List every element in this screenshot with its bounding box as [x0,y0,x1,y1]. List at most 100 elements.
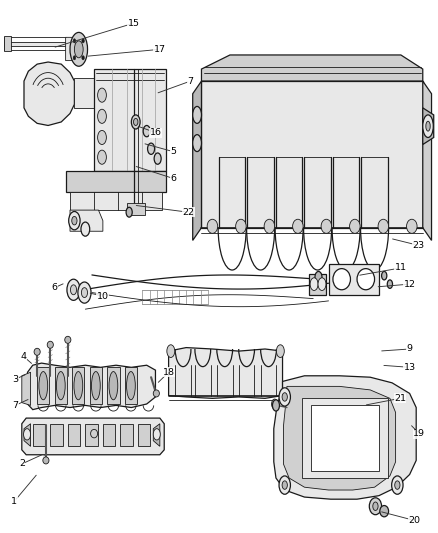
Polygon shape [201,55,423,81]
Ellipse shape [392,476,403,494]
Text: 13: 13 [403,363,416,372]
Ellipse shape [350,219,360,233]
Text: 20: 20 [408,516,420,525]
Ellipse shape [39,372,48,400]
Polygon shape [127,203,145,215]
Text: 1: 1 [11,497,18,506]
Polygon shape [302,398,388,478]
Polygon shape [4,42,66,46]
Ellipse shape [381,271,387,280]
Text: 2: 2 [19,459,25,469]
Polygon shape [90,367,102,404]
Polygon shape [70,210,103,231]
Polygon shape [24,62,74,125]
Ellipse shape [315,271,322,282]
Text: 23: 23 [412,241,424,250]
Ellipse shape [24,429,31,440]
Polygon shape [138,424,150,446]
Polygon shape [94,69,166,171]
Text: 5: 5 [170,147,176,156]
Polygon shape [309,273,326,295]
Ellipse shape [143,125,150,137]
Ellipse shape [43,457,49,464]
Ellipse shape [387,280,392,288]
Ellipse shape [193,107,201,123]
Text: 15: 15 [127,19,140,28]
Polygon shape [274,376,416,499]
Ellipse shape [78,282,91,303]
Polygon shape [423,108,434,144]
Text: 17: 17 [154,45,166,54]
Polygon shape [22,372,31,406]
Ellipse shape [81,222,90,236]
Ellipse shape [282,481,287,489]
Text: 9: 9 [406,344,413,353]
Ellipse shape [318,278,326,290]
Ellipse shape [72,216,77,225]
Polygon shape [328,264,379,295]
Ellipse shape [426,121,430,131]
Polygon shape [193,81,201,240]
Polygon shape [4,36,11,52]
Ellipse shape [98,131,106,144]
Text: 16: 16 [149,128,162,137]
Polygon shape [37,367,49,404]
Ellipse shape [109,372,118,400]
Polygon shape [74,78,94,108]
Ellipse shape [91,430,98,438]
Ellipse shape [67,279,80,300]
Text: 21: 21 [394,394,406,403]
Ellipse shape [127,372,135,400]
Polygon shape [24,424,31,446]
Polygon shape [153,424,160,446]
Ellipse shape [73,55,76,60]
Ellipse shape [279,388,290,406]
Ellipse shape [276,345,284,358]
Text: 7: 7 [187,77,194,86]
Ellipse shape [380,505,389,517]
Ellipse shape [70,33,88,66]
Ellipse shape [131,115,140,129]
Text: 10: 10 [97,292,109,301]
Polygon shape [283,386,396,490]
Ellipse shape [82,55,85,60]
Polygon shape [70,192,162,210]
Ellipse shape [74,372,83,400]
Text: 22: 22 [182,208,194,217]
Ellipse shape [73,39,76,43]
Ellipse shape [406,219,417,233]
Text: 12: 12 [404,280,416,289]
Ellipse shape [369,498,381,515]
Ellipse shape [282,393,287,401]
Polygon shape [22,418,164,455]
Ellipse shape [395,481,400,489]
Text: 4: 4 [20,352,26,360]
Ellipse shape [74,41,83,58]
Ellipse shape [167,345,175,358]
Ellipse shape [153,390,159,397]
Polygon shape [50,424,63,446]
Ellipse shape [373,502,378,511]
Polygon shape [169,348,283,398]
Polygon shape [120,424,133,446]
Ellipse shape [423,115,433,138]
Polygon shape [311,406,379,471]
Ellipse shape [264,219,275,233]
Ellipse shape [207,219,218,233]
Polygon shape [55,367,67,404]
Text: 6: 6 [170,174,176,183]
Polygon shape [28,363,155,410]
Text: 7: 7 [12,401,18,410]
Text: 11: 11 [395,263,407,272]
Ellipse shape [321,219,332,233]
Ellipse shape [71,285,77,295]
Polygon shape [107,367,120,404]
Ellipse shape [98,109,106,123]
Polygon shape [33,424,45,446]
Ellipse shape [98,88,106,102]
Ellipse shape [82,39,85,43]
Ellipse shape [69,212,80,230]
Ellipse shape [236,219,246,233]
Ellipse shape [47,341,53,348]
Ellipse shape [153,429,160,440]
